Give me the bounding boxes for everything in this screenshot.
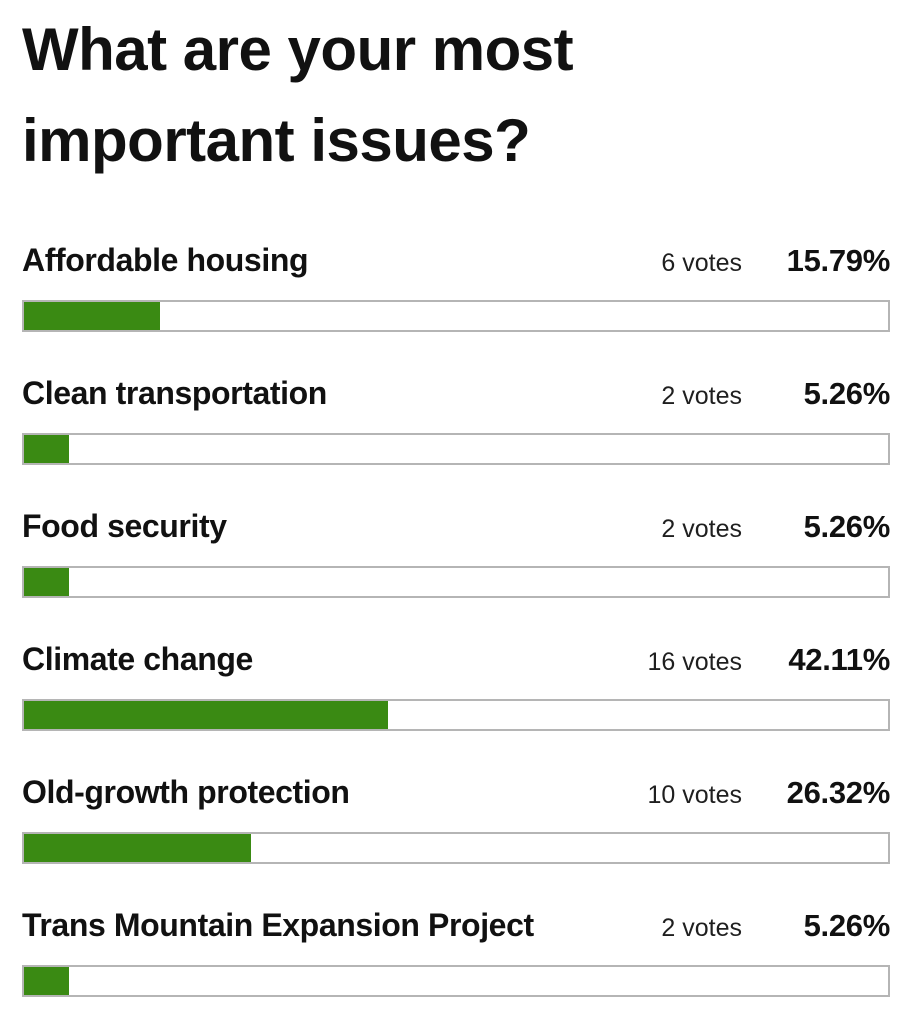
poll-option-old-growth-protection: Old-growth protection 10 votes 26.32% bbox=[22, 774, 890, 865]
poll-title: What are your most important issues? bbox=[22, 16, 574, 175]
option-label: Old-growth protection bbox=[22, 774, 350, 811]
option-percent: 15.79% bbox=[786, 243, 891, 279]
poll-bar-fill bbox=[24, 568, 70, 597]
poll-option-header: Food security 2 votes 5.26% bbox=[22, 508, 890, 545]
option-label: Climate change bbox=[22, 641, 253, 678]
option-percent: 5.26% bbox=[803, 509, 891, 545]
option-votes: 16 votes bbox=[647, 648, 742, 677]
option-label: Affordable housing bbox=[22, 242, 309, 279]
option-votes: 10 votes bbox=[647, 781, 742, 810]
poll-bar-track bbox=[22, 300, 890, 333]
poll-option-climate-change: Climate change 16 votes 42.11% bbox=[22, 641, 890, 732]
option-votes: 2 votes bbox=[661, 515, 742, 544]
poll-option-trans-mountain-expansion: Trans Mountain Expansion Project 2 votes… bbox=[22, 907, 890, 998]
option-percent: 5.26% bbox=[803, 376, 891, 412]
option-label: Food security bbox=[22, 508, 227, 545]
poll-bar-track bbox=[22, 832, 890, 865]
poll-bar-fill bbox=[24, 435, 70, 464]
poll-option-clean-transportation: Clean transportation 2 votes 5.26% bbox=[22, 375, 890, 466]
poll-bar-track bbox=[22, 433, 890, 466]
option-label: Trans Mountain Expansion Project bbox=[22, 907, 534, 944]
poll-bar-fill bbox=[24, 834, 252, 863]
poll-bar-fill bbox=[24, 701, 388, 730]
option-percent: 5.26% bbox=[803, 908, 891, 944]
option-votes: 2 votes bbox=[661, 914, 742, 943]
poll-option-header: Climate change 16 votes 42.11% bbox=[22, 641, 890, 678]
option-label: Clean transportation bbox=[22, 375, 327, 412]
poll-bar-track bbox=[22, 965, 890, 998]
poll-bar-track bbox=[22, 699, 890, 732]
option-percent: 26.32% bbox=[786, 775, 891, 811]
poll-bar-fill bbox=[24, 967, 70, 996]
option-percent: 42.11% bbox=[788, 642, 890, 678]
poll-option-header: Affordable housing 6 votes 15.79% bbox=[22, 242, 890, 279]
poll-bar-fill bbox=[24, 302, 161, 331]
option-votes: 2 votes bbox=[661, 382, 742, 411]
poll-option-header: Old-growth protection 10 votes 26.32% bbox=[22, 774, 890, 811]
poll-option-affordable-housing: Affordable housing 6 votes 15.79% bbox=[22, 242, 890, 333]
option-votes: 6 votes bbox=[661, 249, 742, 278]
poll-bar-track bbox=[22, 566, 890, 599]
poll-option-header: Trans Mountain Expansion Project 2 votes… bbox=[22, 907, 890, 944]
poll-option-header: Clean transportation 2 votes 5.26% bbox=[22, 375, 890, 412]
poll-option-food-security: Food security 2 votes 5.26% bbox=[22, 508, 890, 599]
